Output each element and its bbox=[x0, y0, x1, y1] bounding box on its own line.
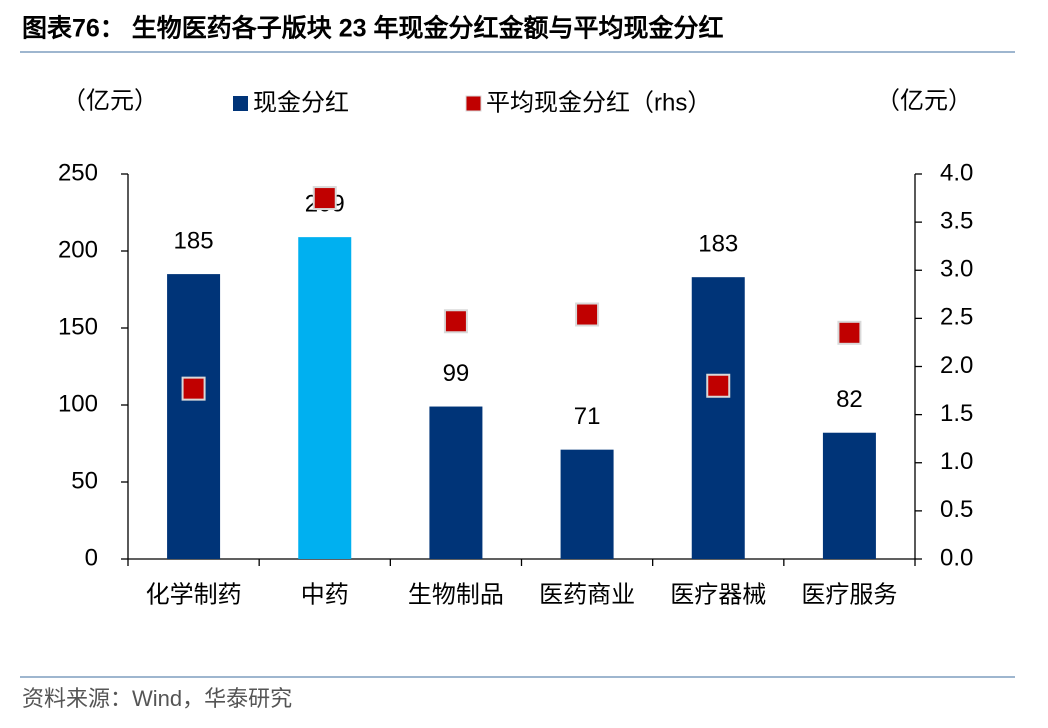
legend-label: 现金分红 bbox=[253, 89, 349, 116]
x-tick-label: 化学制药 bbox=[146, 581, 242, 608]
x-tick-label: 中药 bbox=[301, 581, 349, 608]
bar bbox=[691, 277, 745, 559]
y2-axis-label: （亿元） bbox=[876, 87, 972, 114]
x-tick-label: 医疗器械 bbox=[670, 581, 766, 608]
y2-tick-label: 3.0 bbox=[940, 256, 973, 283]
y2-tick-label: 1.5 bbox=[940, 400, 973, 427]
x-tick-label: 生物制品 bbox=[408, 581, 504, 608]
data-label: 99 bbox=[443, 360, 470, 387]
x-tick-label: 医药商业 bbox=[539, 581, 635, 608]
bar bbox=[429, 406, 483, 559]
data-label: 185 bbox=[174, 227, 214, 254]
marker bbox=[181, 376, 206, 401]
data-label: 71 bbox=[574, 403, 601, 430]
y2-tick-label: 3.5 bbox=[940, 207, 973, 234]
y-tick-label: 200 bbox=[58, 236, 98, 263]
marker bbox=[706, 373, 731, 398]
y2-tick-label: 0.5 bbox=[940, 496, 973, 523]
legend-swatch bbox=[233, 96, 248, 111]
y-axis-label: （亿元） bbox=[62, 87, 158, 114]
y2-tick-label: 4.0 bbox=[940, 159, 973, 186]
x-tick-label: 医疗服务 bbox=[801, 581, 897, 608]
bar bbox=[822, 432, 876, 559]
legend-swatch bbox=[465, 95, 482, 112]
marker bbox=[575, 302, 600, 327]
y-tick-label: 100 bbox=[58, 390, 98, 417]
chart-title: 图表76： 生物医药各子版块 23 年现金分红金额与平均现金分红 bbox=[22, 14, 723, 43]
y2-tick-label: 1.0 bbox=[940, 448, 973, 475]
y2-tick-label: 0.0 bbox=[940, 544, 973, 571]
y-tick-label: 150 bbox=[58, 313, 98, 340]
data-label: 183 bbox=[698, 231, 738, 258]
bar bbox=[167, 274, 221, 559]
legend-label: 平均现金分红（rhs） bbox=[486, 89, 711, 116]
y-tick-label: 250 bbox=[58, 159, 98, 186]
y-tick-label: 0 bbox=[85, 544, 98, 571]
marker bbox=[312, 186, 337, 211]
y2-tick-label: 2.5 bbox=[940, 304, 973, 331]
y2-tick-label: 2.0 bbox=[940, 352, 973, 379]
marker bbox=[443, 309, 468, 334]
bar bbox=[298, 237, 352, 559]
data-label: 82 bbox=[836, 386, 863, 413]
marker bbox=[837, 320, 862, 345]
bar bbox=[560, 449, 614, 559]
y-tick-label: 50 bbox=[71, 467, 98, 494]
source: 资料来源：Wind，华泰研究 bbox=[22, 686, 292, 711]
